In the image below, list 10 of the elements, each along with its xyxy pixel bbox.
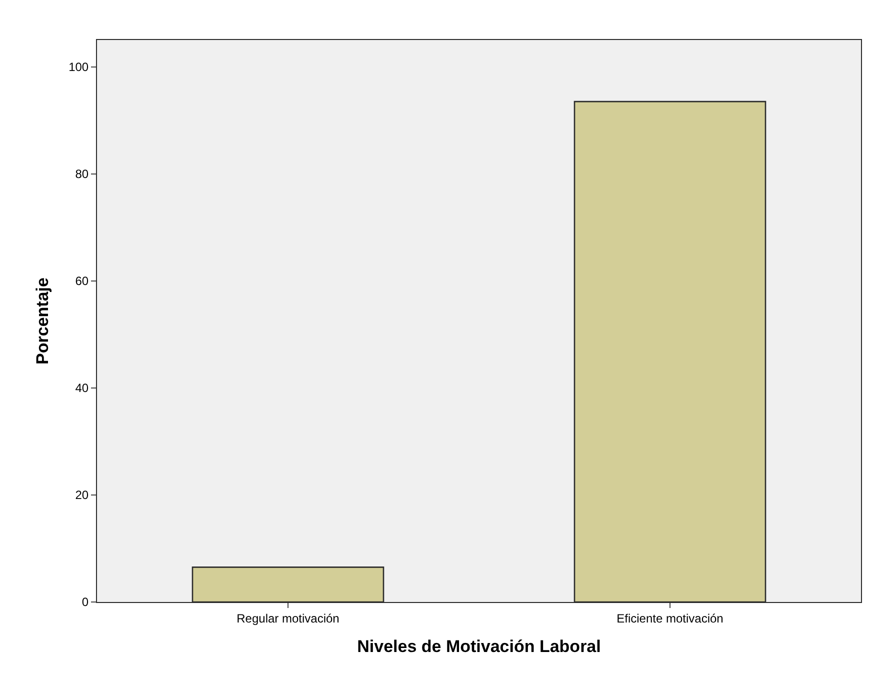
y-tick-label: 60 — [75, 274, 89, 288]
x-axis-title: Niveles de Motivación Laboral — [357, 636, 601, 656]
x-tick-label: Regular motivación — [236, 611, 340, 626]
y-axis-title: Porcentaje — [33, 278, 52, 364]
y-tick-label: 80 — [75, 167, 89, 182]
y-tick-label: 0 — [82, 595, 89, 610]
y-tick-label: 20 — [75, 488, 89, 502]
y-tick-label: 40 — [75, 381, 89, 396]
y-tick-label: 100 — [68, 60, 89, 74]
x-tick-label: Eficiente motivación — [616, 611, 724, 626]
